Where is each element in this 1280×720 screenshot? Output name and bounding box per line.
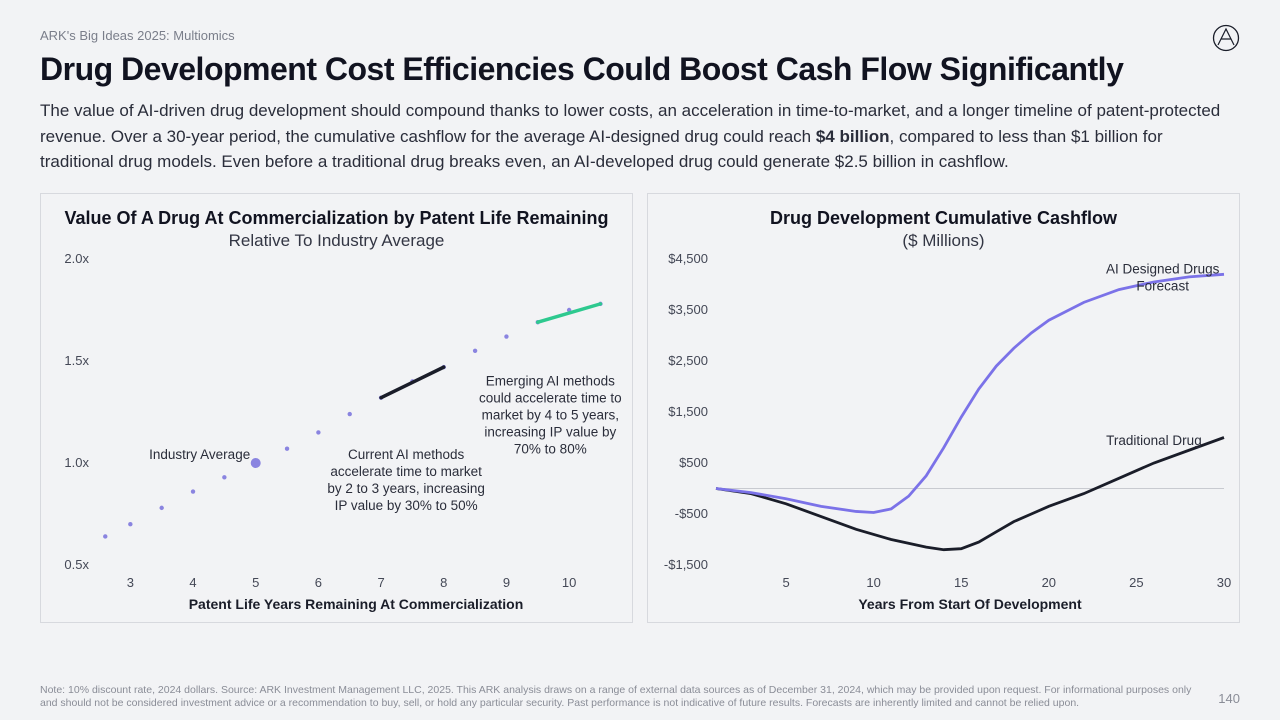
svg-text:3: 3 (127, 575, 134, 590)
svg-text:2.0x: 2.0x (64, 251, 89, 266)
chart-left-plot: 0.5x 1.0x 1.5x 2.0x 3 4 5 6 7 8 9 10 Industry Averag… (41, 251, 631, 621)
svg-text:$1,500: $1,500 (668, 404, 708, 419)
svg-text:5: 5 (252, 575, 259, 590)
ark-logo-icon (1212, 24, 1240, 52)
svg-text:1.0x: 1.0x (64, 455, 89, 470)
chart-left-subtitle: Relative To Industry Average (41, 231, 632, 251)
svg-text:IP value by 30% to 50%: IP value by 30% to 50% (335, 497, 478, 512)
svg-text:Patent Life Years Remaining At: Patent Life Years Remaining At Commercia… (189, 596, 524, 612)
svg-text:$3,500: $3,500 (668, 302, 708, 317)
series-traditional (716, 437, 1224, 549)
svg-text:increasing IP value by: increasing IP value by (484, 424, 616, 439)
svg-text:7: 7 (377, 575, 384, 590)
svg-text:5: 5 (782, 575, 789, 590)
svg-text:-$500: -$500 (675, 506, 708, 521)
chart-right-title: Drug Development Cumulative Cashflow (648, 194, 1239, 229)
breadcrumb: ARK's Big Ideas 2025: Multiomics (40, 28, 1240, 43)
svg-text:30: 30 (1217, 575, 1231, 590)
series-ai (716, 274, 1224, 512)
chart-right-plot: -$1,500 -$500 $500 $1,500 $2,500 $3,500 $4,500… (648, 251, 1238, 621)
svg-text:9: 9 (503, 575, 510, 590)
svg-text:10: 10 (562, 575, 576, 590)
svg-text:0.5x: 0.5x (64, 557, 89, 572)
svg-text:Traditional Drug: Traditional Drug (1106, 432, 1202, 447)
svg-text:10: 10 (866, 575, 880, 590)
svg-text:by 2 to 3 years, increasing: by 2 to 3 years, increasing (327, 480, 485, 495)
svg-text:6: 6 (315, 575, 322, 590)
svg-text:Forecast: Forecast (1136, 278, 1189, 293)
chart-left: Value Of A Drug At Commercialization by … (40, 193, 633, 623)
chart-right-subtitle: ($ Millions) (648, 231, 1239, 251)
svg-text:8: 8 (440, 575, 447, 590)
svg-text:could accelerate time to: could accelerate time to (479, 390, 622, 405)
footnote: Note: 10% discount rate, 2024 dollars. S… (40, 684, 1200, 710)
svg-text:4: 4 (189, 575, 196, 590)
chart-right: Drug Development Cumulative Cashflow ($ … (647, 193, 1240, 623)
svg-text:$4,500: $4,500 (668, 251, 708, 266)
svg-text:$500: $500 (679, 455, 708, 470)
subtitle-bold: $4 billion (816, 127, 890, 146)
svg-text:AI Designed Drugs: AI Designed Drugs (1106, 261, 1220, 276)
page-subtitle: The value of AI-driven drug development … (40, 98, 1230, 175)
svg-text:-$1,500: -$1,500 (664, 557, 708, 572)
svg-text:25: 25 (1129, 575, 1143, 590)
svg-text:Years From Start Of Developmen: Years From Start Of Development (858, 596, 1082, 612)
svg-text:Emerging AI methods: Emerging AI methods (486, 373, 615, 388)
page-title: Drug Development Cost Efficiencies Could… (40, 51, 1240, 88)
chart-left-title: Value Of A Drug At Commercialization by … (41, 194, 632, 229)
svg-text:1.5x: 1.5x (64, 353, 89, 368)
svg-text:accelerate time to market: accelerate time to market (330, 463, 482, 478)
svg-text:market by 4 to 5 years,: market by 4 to 5 years, (482, 407, 619, 422)
svg-text:15: 15 (954, 575, 968, 590)
page-number: 140 (1218, 691, 1240, 706)
svg-text:20: 20 (1042, 575, 1056, 590)
svg-text:Industry Average: Industry Average (149, 446, 250, 461)
svg-text:70% to 80%: 70% to 80% (514, 441, 587, 456)
svg-text:$2,500: $2,500 (668, 353, 708, 368)
svg-text:Current AI methods: Current AI methods (348, 446, 465, 461)
